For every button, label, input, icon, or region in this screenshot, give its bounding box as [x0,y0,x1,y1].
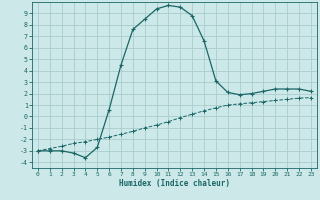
X-axis label: Humidex (Indice chaleur): Humidex (Indice chaleur) [119,179,230,188]
